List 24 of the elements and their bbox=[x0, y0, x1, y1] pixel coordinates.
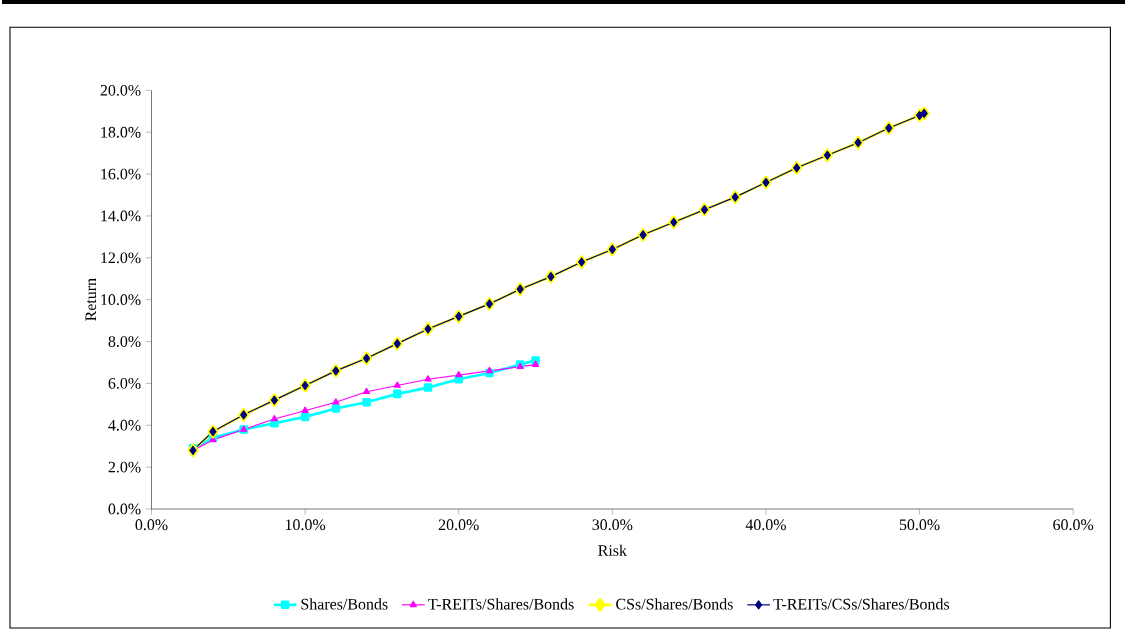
y-tick-label: 10.0% bbox=[101, 294, 141, 306]
y-tick-label: 4.0% bbox=[108, 419, 141, 431]
x-tick-label: 10.0% bbox=[285, 519, 326, 531]
x-tick-label: 50.0% bbox=[899, 519, 940, 531]
x-tick-label: 30.0% bbox=[592, 519, 633, 531]
x-tick-label: 0.0% bbox=[135, 519, 168, 531]
y-tick-label: 18.0% bbox=[101, 126, 141, 138]
x-tick-label: 20.0% bbox=[438, 519, 479, 531]
x-tick-label: 60.0% bbox=[1053, 519, 1094, 531]
legend-label: CSs/Shares/Bonds bbox=[616, 598, 733, 610]
x-axis-title: Risk bbox=[598, 544, 627, 556]
y-tick-label: 2.0% bbox=[108, 461, 141, 473]
x-tick-label: 40.0% bbox=[745, 519, 786, 531]
y-tick-label: 12.0% bbox=[101, 252, 141, 264]
y-tick-label: 16.0% bbox=[101, 168, 141, 180]
y-axis-title: Return bbox=[85, 278, 97, 321]
y-tick-label: 0.0% bbox=[108, 503, 141, 515]
legend-label: Shares/Bonds bbox=[301, 598, 388, 610]
y-tick-label: 8.0% bbox=[108, 336, 141, 347]
y-tick-label: 6.0% bbox=[108, 378, 141, 389]
y-tick-label: 14.0% bbox=[101, 210, 141, 222]
legend-label: T-REITs/Shares/Bonds bbox=[428, 598, 574, 610]
legend-label: T-REITs/CSs/Shares/Bonds bbox=[773, 598, 950, 610]
y-tick-label: 20.0% bbox=[100, 84, 141, 96]
